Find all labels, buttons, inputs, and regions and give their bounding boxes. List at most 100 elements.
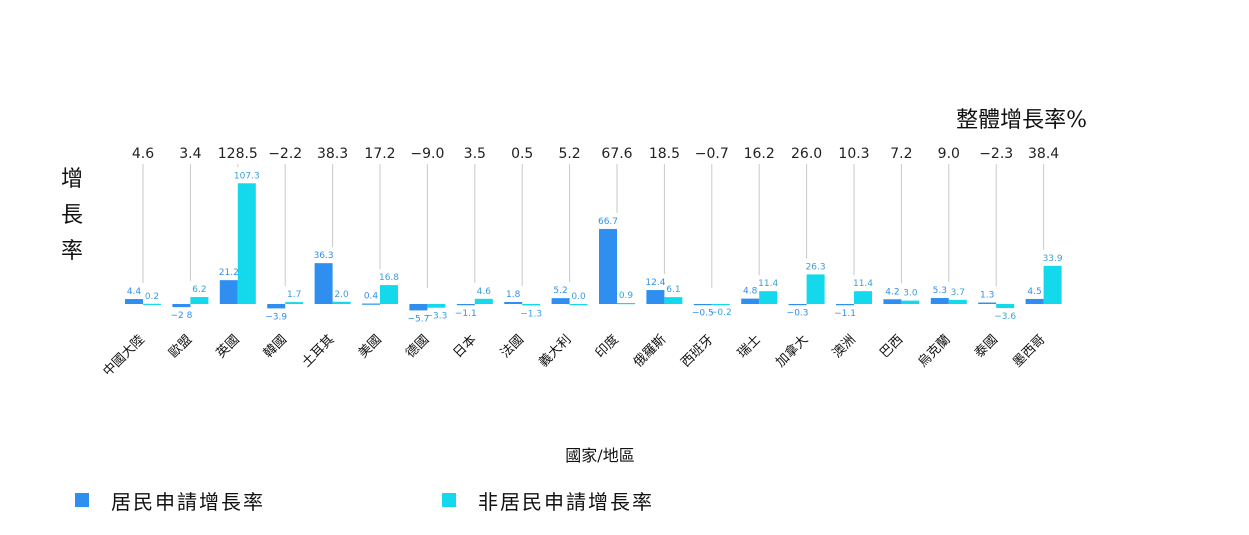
category-label: 西班牙 <box>678 332 716 370</box>
category-label: 韓國 <box>261 332 290 361</box>
legend-swatch-resident <box>75 493 89 507</box>
bar-label-nonresident: 6.1 <box>666 285 680 295</box>
overall-growth-label: 38.3 <box>317 146 348 162</box>
category-label: 英國 <box>214 332 243 361</box>
bar-nonresident <box>522 304 540 305</box>
bar-nonresident <box>238 183 256 304</box>
bar-resident <box>315 263 333 304</box>
bar-resident <box>504 302 522 304</box>
category-label: 歐盟 <box>166 332 195 361</box>
bar-label-resident: −3.9 <box>265 312 287 322</box>
bar-label-resident: 66.7 <box>598 217 618 227</box>
bar-nonresident <box>570 304 588 305</box>
overall-growth-label: 16.2 <box>744 146 775 162</box>
bar-resident <box>836 304 854 305</box>
bar-label-resident: 5.3 <box>933 286 947 296</box>
overall-growth-label: 26.0 <box>791 146 822 162</box>
bar-label-nonresident: 1.7 <box>287 290 301 300</box>
overall-growth-label: 7.2 <box>890 146 912 162</box>
overall-growth-label: 38.4 <box>1028 146 1059 162</box>
category-label: 加拿大 <box>773 332 812 371</box>
bar-label-nonresident: −3.6 <box>994 312 1016 322</box>
category-label: 烏克蘭 <box>915 332 954 371</box>
bar-nonresident <box>333 302 351 304</box>
bar-resident <box>1026 299 1044 304</box>
overall-growth-label: −9.0 <box>410 146 444 162</box>
bar-resident <box>789 304 807 305</box>
bar-label-resident: 12.4 <box>645 278 665 288</box>
bar-label-resident: 36.3 <box>314 251 334 261</box>
bar-label-nonresident: −1.3 <box>520 309 542 319</box>
legend-item-resident: 居民申請增長率 <box>75 488 265 512</box>
category-label: 泰國 <box>972 332 1001 361</box>
bar-label-nonresident: 0.9 <box>619 291 634 301</box>
bar-label-resident: −2 8 <box>170 311 192 321</box>
bar-value-labels: 4.40.2−2 86.221.2107.3−3.91.736.32.00.41… <box>127 171 1063 324</box>
bar-label-nonresident: −0.2 <box>710 308 732 318</box>
bar-label-resident: 0.4 <box>364 292 379 302</box>
bar-resident <box>172 304 190 307</box>
category-label: 土耳其 <box>299 332 337 370</box>
bar-nonresident <box>901 301 919 304</box>
bar-nonresident <box>949 300 967 304</box>
bar-resident <box>883 299 901 304</box>
bar-label-resident: −0.3 <box>787 308 809 318</box>
bar-nonresident <box>285 302 303 304</box>
category-label: 美國 <box>356 332 385 361</box>
bar-label-nonresident: 16.8 <box>379 273 399 283</box>
category-label: 德國 <box>403 332 432 361</box>
y-axis-label: 增長率 <box>61 167 83 264</box>
growth-chart: 整體增長率% 增長率 4.63.4128.5−2.238.317.2−9.03.… <box>0 0 1249 480</box>
bar-label-nonresident: −3.3 <box>425 312 447 322</box>
bar-resident <box>978 303 996 304</box>
overall-growth-label: 3.5 <box>464 146 486 162</box>
guide-lines <box>143 164 1044 288</box>
bar-label-nonresident: 33.9 <box>1043 254 1063 264</box>
overall-growth-label: −0.7 <box>695 146 729 162</box>
y-axis-label-char: 率 <box>61 239 83 264</box>
bar-label-resident: 4.4 <box>127 287 142 297</box>
bar-label-resident: 4.8 <box>743 287 758 297</box>
category-label: 墨西哥 <box>1010 332 1048 370</box>
bar-nonresident <box>807 274 825 304</box>
legend-item-nonresident: 非居民申請增長率 <box>442 488 654 512</box>
bar-nonresident <box>475 299 493 304</box>
overall-growth-label: 10.3 <box>838 146 869 162</box>
chart-title: 整體增長率% <box>956 108 1087 133</box>
bars <box>125 183 1062 310</box>
bar-label-resident: 1.3 <box>980 291 994 301</box>
bar-resident <box>694 304 712 305</box>
y-axis-label-char: 增 <box>61 167 83 192</box>
bar-resident <box>931 298 949 304</box>
y-axis-label-char: 長 <box>61 203 83 228</box>
overall-growth-label: 67.6 <box>601 146 632 162</box>
bar-label-nonresident: 0.0 <box>571 292 586 302</box>
category-label: 俄羅斯 <box>631 332 669 370</box>
bar-label-resident: 4.5 <box>1027 287 1041 297</box>
bar-label-resident: −1.1 <box>834 309 856 319</box>
bar-resident <box>599 229 617 304</box>
bar-label-nonresident: 4.6 <box>477 287 492 297</box>
bar-resident <box>362 304 380 305</box>
overall-growth-label: 128.5 <box>218 146 258 162</box>
bar-label-resident: −1.1 <box>455 309 477 319</box>
overall-growth-labels: 4.63.4128.5−2.238.317.2−9.03.50.55.267.6… <box>132 146 1059 162</box>
bar-resident <box>125 299 143 304</box>
overall-growth-label: 18.5 <box>649 146 680 162</box>
category-label: 印度 <box>592 332 622 362</box>
bar-label-nonresident: 11.4 <box>758 279 778 289</box>
bar-label-nonresident: 11.4 <box>853 279 873 289</box>
bar-nonresident <box>664 297 682 304</box>
overall-growth-label: −2.2 <box>268 146 302 162</box>
bar-nonresident <box>380 285 398 304</box>
overall-growth-label: −2.3 <box>979 146 1013 162</box>
legend-label-resident: 居民申請增長率 <box>111 486 265 515</box>
bar-nonresident <box>712 304 730 305</box>
category-labels: 中國大陸歐盟英國韓國土耳其美國德國日本法國義大利印度俄羅斯西班牙瑞士加拿大澳洲巴… <box>100 332 1049 380</box>
bar-nonresident <box>190 297 208 304</box>
bar-label-nonresident: 26.3 <box>806 262 826 272</box>
category-label: 巴西 <box>877 332 906 361</box>
bar-resident <box>552 298 570 304</box>
bar-label-nonresident: 2.0 <box>334 290 349 300</box>
bar-label-resident: 5.2 <box>553 286 567 296</box>
